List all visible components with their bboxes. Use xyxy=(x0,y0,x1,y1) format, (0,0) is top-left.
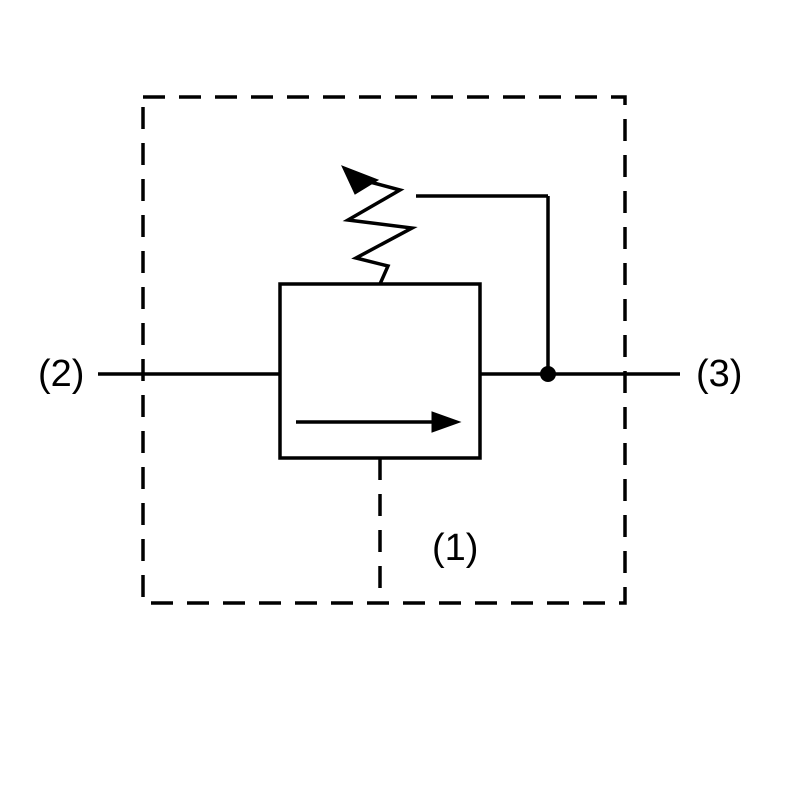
spring-zigzag-icon xyxy=(348,182,412,284)
valve-body xyxy=(280,284,480,458)
port-2-label: (2) xyxy=(38,353,84,395)
port-1-label: (1) xyxy=(432,527,478,569)
spring-arrow-head-icon xyxy=(342,166,378,194)
port-3-label: (3) xyxy=(696,353,742,395)
